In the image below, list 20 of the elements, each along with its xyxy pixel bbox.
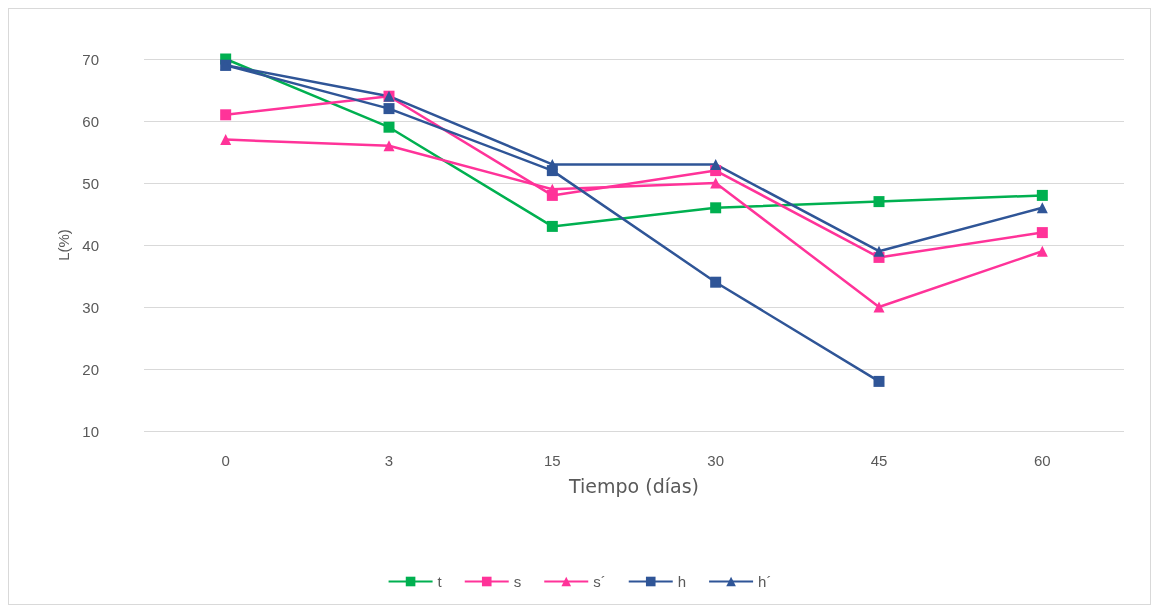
legend-label: t	[437, 573, 443, 590]
legend-label: s	[513, 573, 522, 590]
x-tick-label: 60	[1033, 452, 1051, 469]
y-tick-label: 60	[82, 112, 99, 130]
x-tick-label: 45	[870, 452, 888, 469]
x-tick-label: 0	[221, 452, 230, 469]
x-tick-label: 15	[543, 452, 561, 469]
y-tick-label: 50	[82, 174, 99, 192]
x-tick-label: 30	[707, 452, 725, 469]
y-tick-label: 10	[82, 422, 99, 440]
x-axis-title: Tiempo (días)	[568, 474, 699, 497]
y-axis-title: L(%)	[55, 229, 73, 261]
x-tick-label: 3	[384, 452, 394, 469]
y-tick-label: 30	[82, 298, 99, 316]
y-tick-label: 20	[82, 360, 99, 378]
y-tick-label: 40	[82, 236, 99, 254]
legend-label: s´	[593, 573, 606, 590]
legend-label: h	[677, 573, 687, 590]
legend-label: h´	[758, 573, 772, 590]
y-tick-label: 70	[82, 50, 99, 68]
